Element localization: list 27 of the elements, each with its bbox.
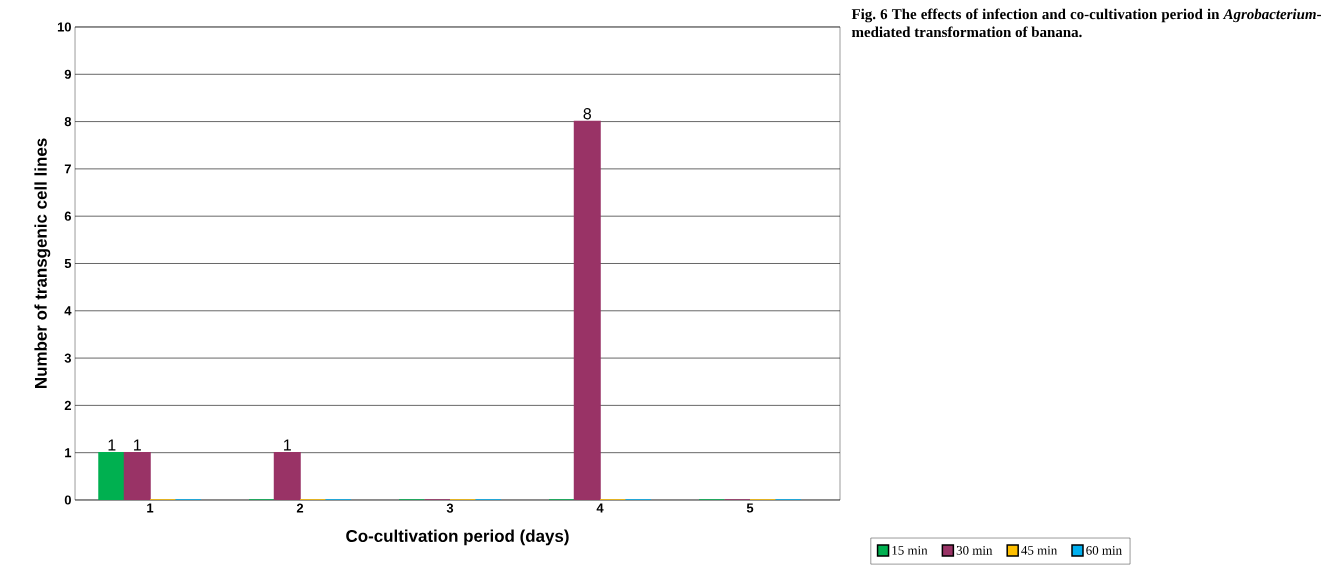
y-tick-label: 5 [64,258,72,268]
legend-label: 60 min [1086,546,1122,555]
y-tick-label: 1 [65,448,72,458]
data-label: 1 [108,439,116,451]
data-label: 8 [583,108,591,120]
y-tick-label: 7 [64,164,71,174]
y-tick-label: 0 [64,495,71,505]
y-axis-title: Number of transgenic cell lines [34,138,51,388]
y-tick-label: 4 [64,306,72,316]
y-tick-label: 10 [57,22,71,32]
data-label: 1 [284,439,291,451]
y-tick-label: 8 [64,117,72,127]
x-axis-title: Co-cultivation period (days) [346,529,569,546]
y-tick-label: 2 [64,400,71,410]
chart-title: Fig. 6 The effects of infection and co-cultivation period in Agrobacterium-mediated transformation of banana. [851,8,1321,38]
legend-label: 45 min [1021,546,1058,555]
y-tick-label: 6 [64,211,72,221]
data-label: 1 [134,439,141,451]
y-tick-label: 3 [64,353,72,363]
x-tick-label: 5 [746,503,754,513]
x-tick-label: 4 [596,503,604,513]
legend-label: 15 min [892,546,928,555]
y-tick-label: 9 [64,69,72,79]
legend-label: 30 min [956,546,993,555]
x-tick-label: 1 [147,503,154,513]
x-tick-label: 3 [446,503,454,513]
x-tick-label: 2 [296,503,304,513]
